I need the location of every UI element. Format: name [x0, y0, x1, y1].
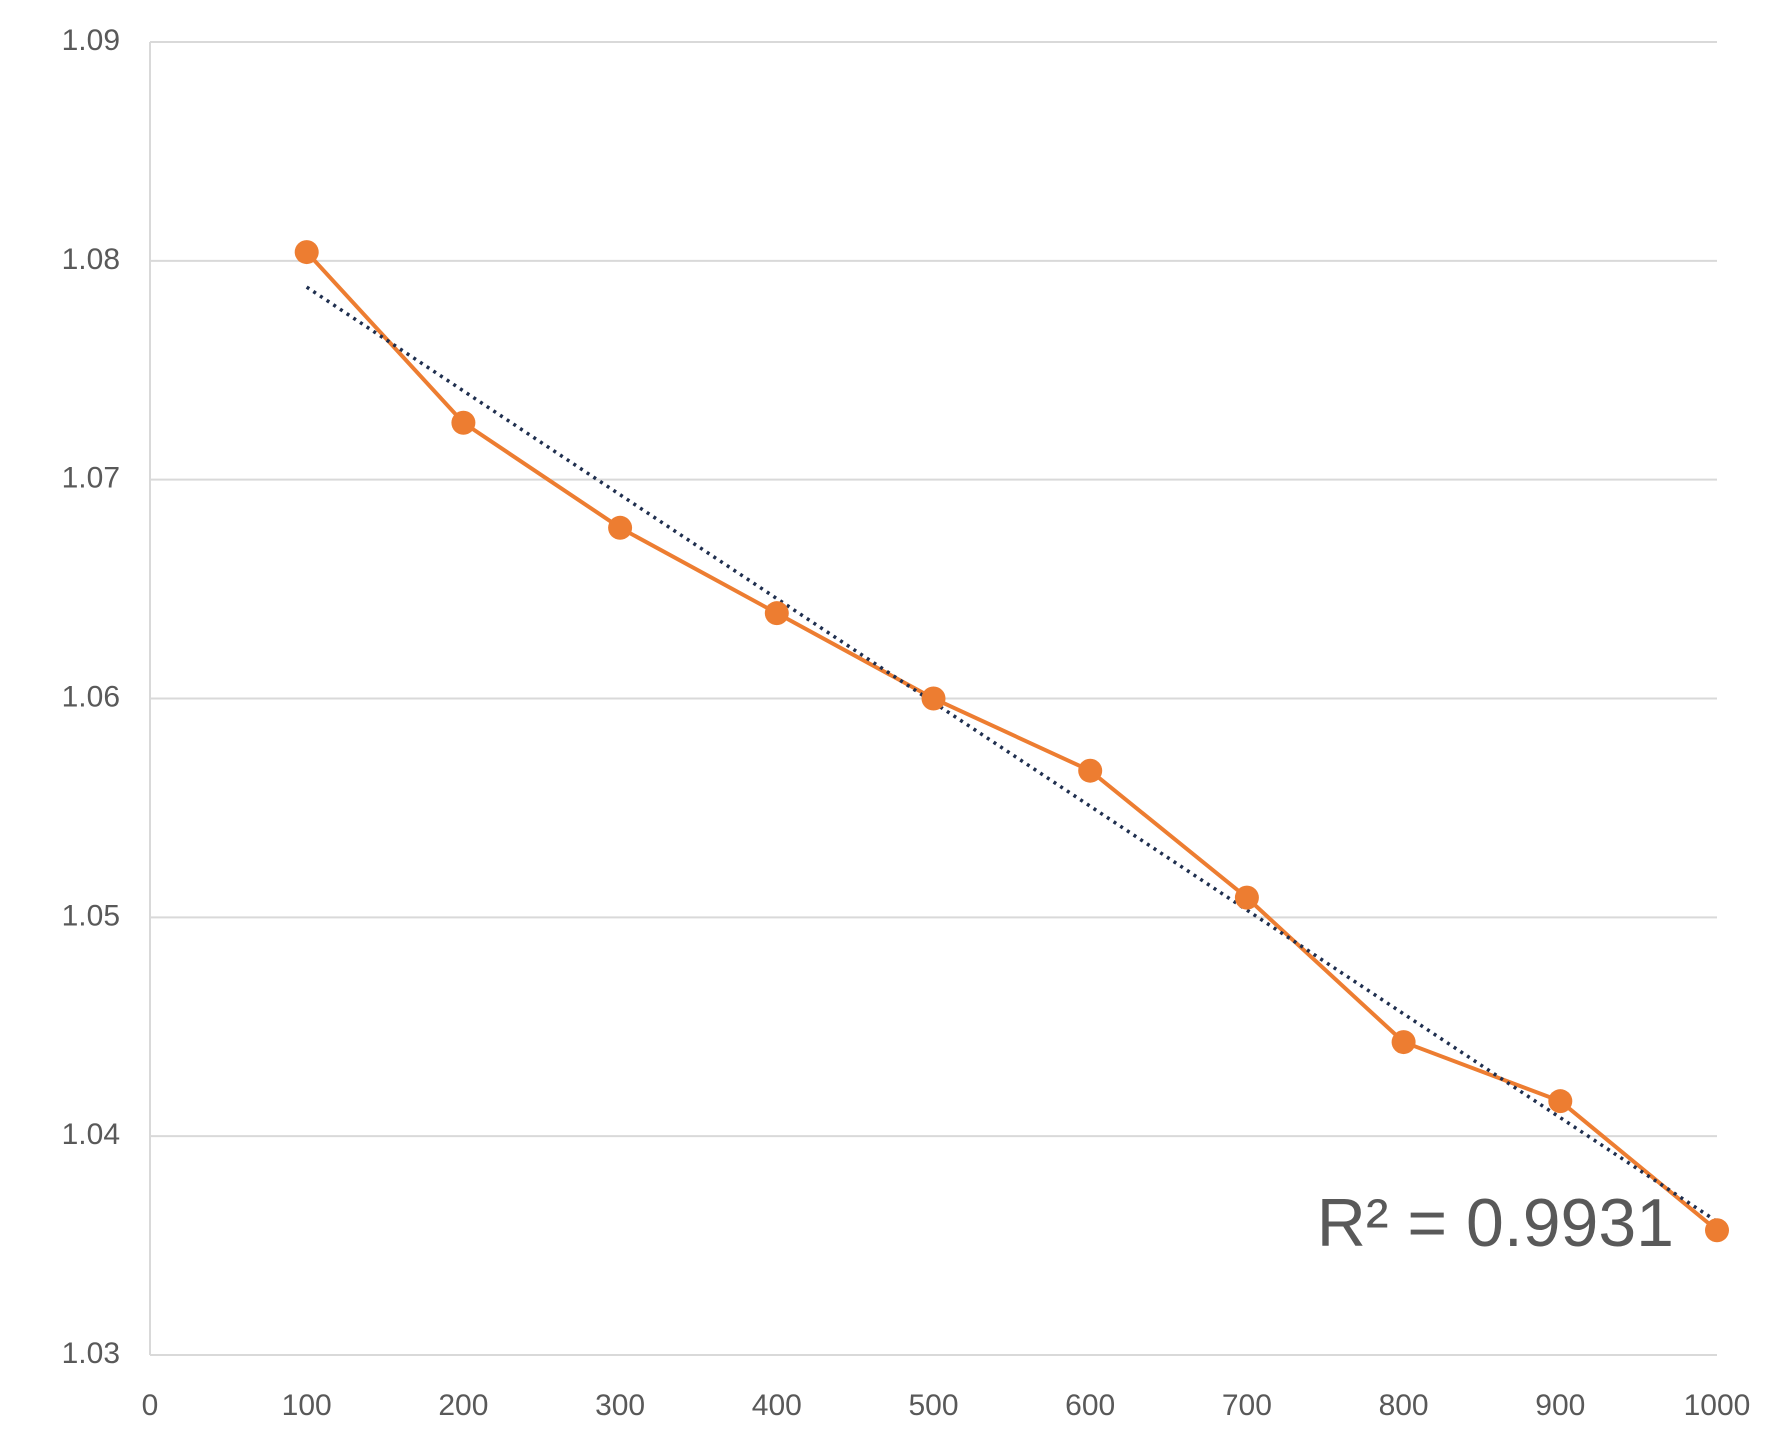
- x-tick-label: 900: [1535, 1389, 1585, 1422]
- y-tick-label: 1.07: [62, 462, 120, 495]
- x-tick-label: 600: [1065, 1389, 1115, 1422]
- data-point: [921, 686, 946, 711]
- x-tick-label: 400: [752, 1389, 802, 1422]
- x-tick-label: 300: [595, 1389, 645, 1422]
- data-point: [1391, 1030, 1416, 1055]
- data-point: [294, 240, 319, 265]
- y-tick-label: 1.05: [62, 899, 120, 932]
- y-tick-label: 1.04: [62, 1118, 120, 1151]
- y-tick-label: 1.03: [62, 1337, 120, 1370]
- y-tick-label: 1.08: [62, 243, 120, 276]
- data-point: [1078, 758, 1103, 783]
- data-point: [608, 515, 633, 540]
- y-tick-label: 1.06: [62, 680, 120, 713]
- data-point: [1705, 1218, 1729, 1243]
- data-point: [1548, 1089, 1573, 1114]
- trendline: [305, 285, 1718, 1223]
- data-line: [305, 250, 1719, 1232]
- x-tick-label: 800: [1379, 1389, 1429, 1422]
- x-tick-label: 500: [908, 1389, 958, 1422]
- data-point: [451, 410, 476, 435]
- data-point: [1234, 885, 1259, 910]
- x-tick-label: 0: [142, 1389, 159, 1422]
- x-tick-label: 1000: [1684, 1389, 1751, 1422]
- x-tick-label: 200: [438, 1389, 488, 1422]
- y-tick-label: 1.09: [62, 24, 120, 57]
- x-tick-label: 700: [1222, 1389, 1272, 1422]
- data-point: [764, 601, 789, 626]
- x-tick-label: 100: [282, 1389, 332, 1422]
- r-squared-annotation: R² = 0.9931: [1317, 1185, 1674, 1261]
